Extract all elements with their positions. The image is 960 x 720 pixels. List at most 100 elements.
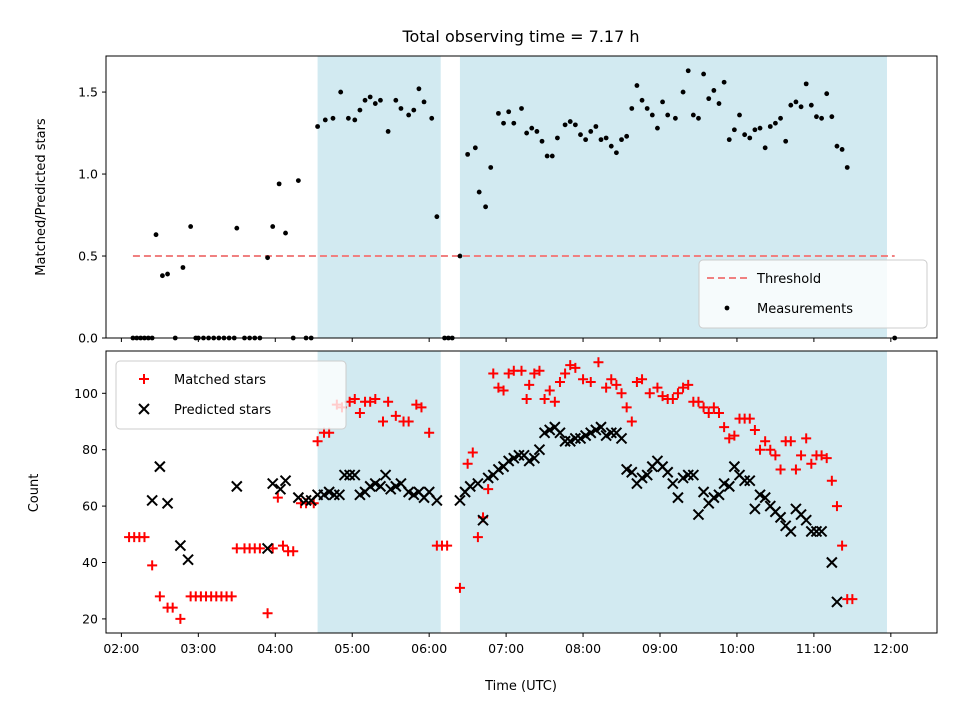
data-point [665,112,671,118]
data-point [411,107,417,113]
data-point [723,480,735,493]
data-point [534,129,540,134]
y-tick-label: 60 [82,499,98,514]
data-point [554,427,566,439]
data-point [457,253,463,259]
data-point [742,132,748,138]
data-point [374,480,387,493]
series-measurements [130,68,898,341]
data-point [472,532,483,543]
data-point [521,393,532,404]
data-point [829,114,835,120]
data-point [608,143,614,149]
data-point [533,443,546,456]
data-point [626,416,637,427]
y-tick-label: 100 [74,386,98,401]
data-point [570,362,581,373]
legend-key-x [138,403,150,415]
data-point [644,388,655,399]
series-matched-stars [124,357,858,624]
data-point [783,138,789,144]
data-point [631,377,642,388]
data-point [798,104,804,110]
x-tick-label: 10:00 [719,641,755,656]
data-point [637,374,648,385]
data-point [805,525,818,538]
data-point [416,86,422,92]
data-point [161,497,174,509]
data-point [262,608,273,619]
data-point [744,413,755,424]
data-point [815,525,828,538]
data-point [611,379,622,390]
data-point [837,540,848,551]
data-point [165,271,170,277]
data-point [755,444,766,455]
data-point [300,494,312,507]
data-point [690,112,696,118]
chart-title: Total observing time = 7.17 h [401,27,639,46]
data-point [555,135,560,141]
data-point [529,125,535,131]
top-y-axis-label: Matched/Predicted stars [34,118,49,276]
data-point [824,91,830,97]
data-point [379,469,392,481]
data-point [231,480,243,493]
top-panel: 0.0 0.5 1.0 1.5 Threshold Measurements [78,55,938,346]
data-point [678,382,689,393]
data-point [496,110,501,116]
data-point [603,135,609,141]
data-point [352,117,358,123]
data-point [706,96,712,102]
data-point [578,374,589,385]
data-point [549,153,555,159]
data-point [454,582,465,593]
data-point [534,365,545,376]
data-point [328,489,340,501]
data-point [519,106,524,111]
legend-label: Matched stars [174,373,266,388]
x-tick-label: 12:00 [873,641,909,656]
data-point [682,469,694,481]
data-point [624,133,630,139]
data-point [312,436,323,447]
x-tick-label: 05:00 [334,641,370,656]
data-point [483,204,488,210]
data-point [488,165,494,170]
data-point [759,491,771,504]
data-point [692,508,705,521]
data-point [749,503,761,515]
data-point [261,542,274,555]
data-point [788,102,794,108]
data-point [626,466,638,478]
y-tick-label: 1.5 [78,85,98,100]
data-point [421,99,427,105]
data-point [272,492,283,503]
data-point [785,436,796,447]
data-point [467,447,478,458]
data-point [154,591,165,602]
data-point [429,115,435,121]
data-point [701,71,707,77]
data-point [790,464,801,475]
data-point [634,83,640,88]
data-point [464,480,476,493]
data-point [672,388,683,399]
data-point [657,391,668,402]
data-point [785,525,797,538]
x-tick-label: 06:00 [411,641,447,656]
legend-box [115,360,347,430]
data-point [565,360,576,371]
data-point [661,466,674,478]
data-point [834,143,840,149]
data-point [333,489,346,501]
data-point [660,99,665,105]
data-point [188,224,194,229]
data-point [528,452,541,464]
data-point [362,97,368,103]
data-point [175,613,186,624]
data-point [424,427,435,438]
data-point [524,130,530,136]
y-tick-label: 0.5 [78,249,98,264]
data-point [716,101,722,106]
